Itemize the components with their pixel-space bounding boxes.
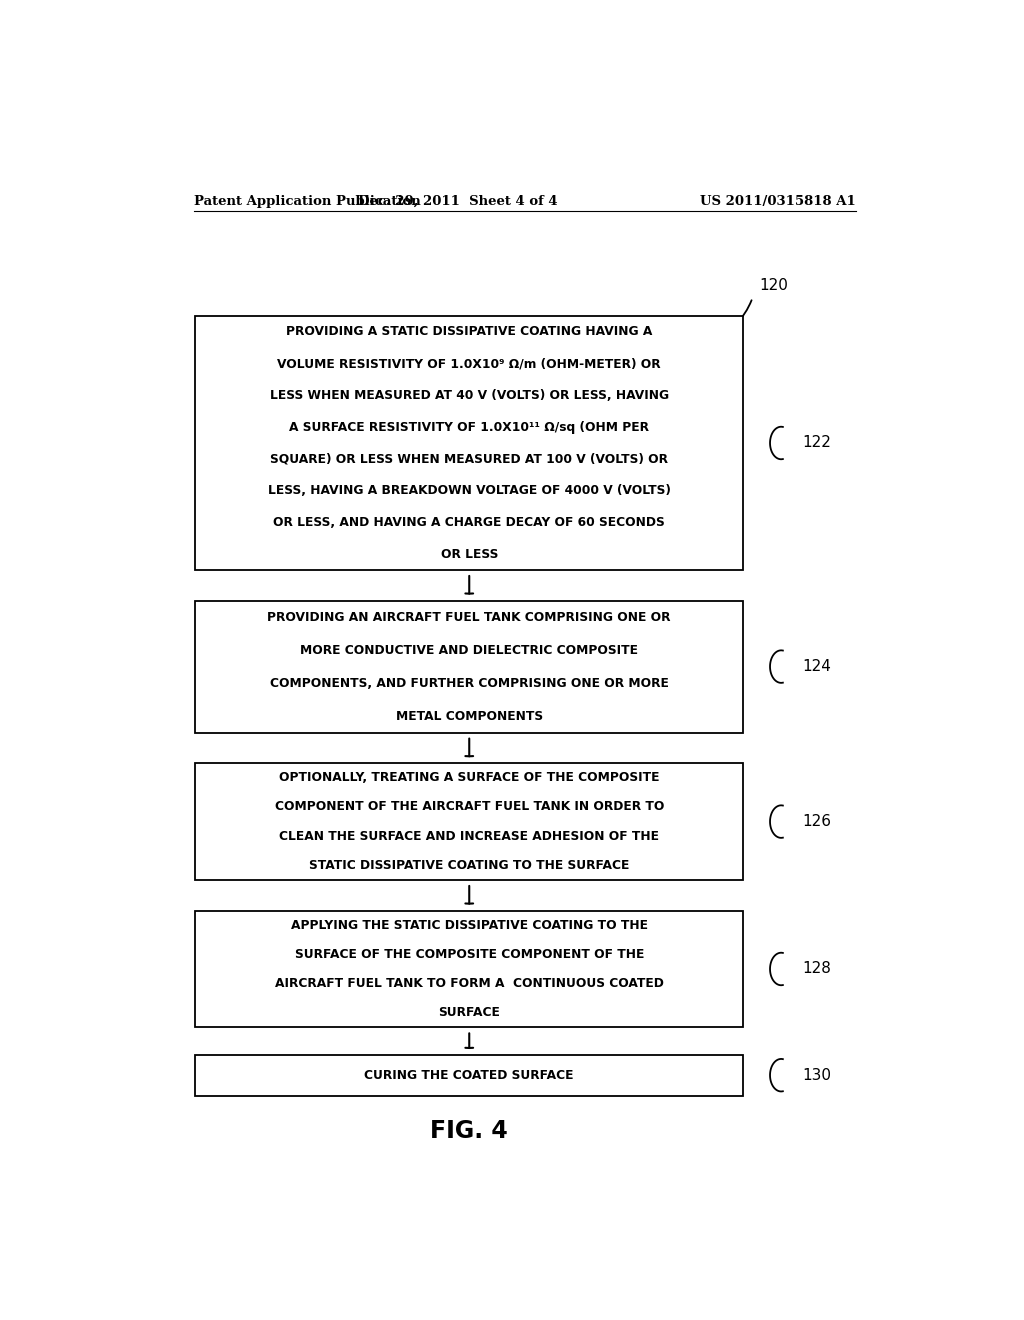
Text: COMPONENT OF THE AIRCRAFT FUEL TANK IN ORDER TO: COMPONENT OF THE AIRCRAFT FUEL TANK IN O… — [274, 800, 664, 813]
Text: SURFACE OF THE COMPOSITE COMPONENT OF THE: SURFACE OF THE COMPOSITE COMPONENT OF TH… — [295, 948, 644, 961]
Text: FIG. 4: FIG. 4 — [430, 1119, 508, 1143]
Text: Dec. 29, 2011  Sheet 4 of 4: Dec. 29, 2011 Sheet 4 of 4 — [357, 195, 557, 209]
Text: 124: 124 — [803, 659, 831, 675]
Text: CURING THE COATED SURFACE: CURING THE COATED SURFACE — [365, 1069, 574, 1081]
Text: US 2011/0315818 A1: US 2011/0315818 A1 — [700, 195, 856, 209]
Text: 130: 130 — [803, 1068, 831, 1082]
Text: LESS, HAVING A BREAKDOWN VOLTAGE OF 4000 V (VOLTS): LESS, HAVING A BREAKDOWN VOLTAGE OF 4000… — [268, 484, 671, 498]
Text: VOLUME RESISTIVITY OF 1.0X10⁹ Ω/m (OHM-METER) OR: VOLUME RESISTIVITY OF 1.0X10⁹ Ω/m (OHM-M… — [278, 358, 662, 370]
Bar — [196, 315, 743, 570]
Text: STATIC DISSIPATIVE COATING TO THE SURFACE: STATIC DISSIPATIVE COATING TO THE SURFAC… — [309, 859, 630, 873]
Bar — [196, 911, 743, 1027]
Text: MORE CONDUCTIVE AND DIELECTRIC COMPOSITE: MORE CONDUCTIVE AND DIELECTRIC COMPOSITE — [300, 644, 638, 656]
Text: 128: 128 — [803, 961, 831, 977]
Text: APPLYING THE STATIC DISSIPATIVE COATING TO THE: APPLYING THE STATIC DISSIPATIVE COATING … — [291, 919, 648, 932]
Text: Patent Application Publication: Patent Application Publication — [194, 195, 421, 209]
Text: OR LESS: OR LESS — [440, 548, 498, 561]
Bar — [196, 601, 743, 733]
Text: 120: 120 — [759, 279, 787, 293]
Text: METAL COMPONENTS: METAL COMPONENTS — [395, 710, 543, 722]
FancyArrowPatch shape — [714, 300, 752, 341]
Text: COMPONENTS, AND FURTHER COMPRISING ONE OR MORE: COMPONENTS, AND FURTHER COMPRISING ONE O… — [269, 677, 669, 689]
Text: AIRCRAFT FUEL TANK TO FORM A  CONTINUOUS COATED: AIRCRAFT FUEL TANK TO FORM A CONTINUOUS … — [274, 977, 664, 990]
Bar — [196, 1055, 743, 1096]
Text: OPTIONALLY, TREATING A SURFACE OF THE COMPOSITE: OPTIONALLY, TREATING A SURFACE OF THE CO… — [279, 771, 659, 784]
Text: PROVIDING A STATIC DISSIPATIVE COATING HAVING A: PROVIDING A STATIC DISSIPATIVE COATING H… — [286, 325, 652, 338]
Text: SURFACE: SURFACE — [438, 1006, 500, 1019]
Bar — [196, 763, 743, 880]
Text: 126: 126 — [803, 814, 831, 829]
Text: A SURFACE RESISTIVITY OF 1.0X10¹¹ Ω/sq (OHM PER: A SURFACE RESISTIVITY OF 1.0X10¹¹ Ω/sq (… — [289, 421, 649, 433]
Text: LESS WHEN MEASURED AT 40 V (VOLTS) OR LESS, HAVING: LESS WHEN MEASURED AT 40 V (VOLTS) OR LE… — [269, 389, 669, 401]
Text: CLEAN THE SURFACE AND INCREASE ADHESION OF THE: CLEAN THE SURFACE AND INCREASE ADHESION … — [280, 830, 659, 842]
Text: PROVIDING AN AIRCRAFT FUEL TANK COMPRISING ONE OR: PROVIDING AN AIRCRAFT FUEL TANK COMPRISI… — [267, 611, 671, 623]
Text: OR LESS, AND HAVING A CHARGE DECAY OF 60 SECONDS: OR LESS, AND HAVING A CHARGE DECAY OF 60… — [273, 516, 666, 529]
Text: 122: 122 — [803, 436, 831, 450]
Text: SQUARE) OR LESS WHEN MEASURED AT 100 V (VOLTS) OR: SQUARE) OR LESS WHEN MEASURED AT 100 V (… — [270, 453, 669, 466]
